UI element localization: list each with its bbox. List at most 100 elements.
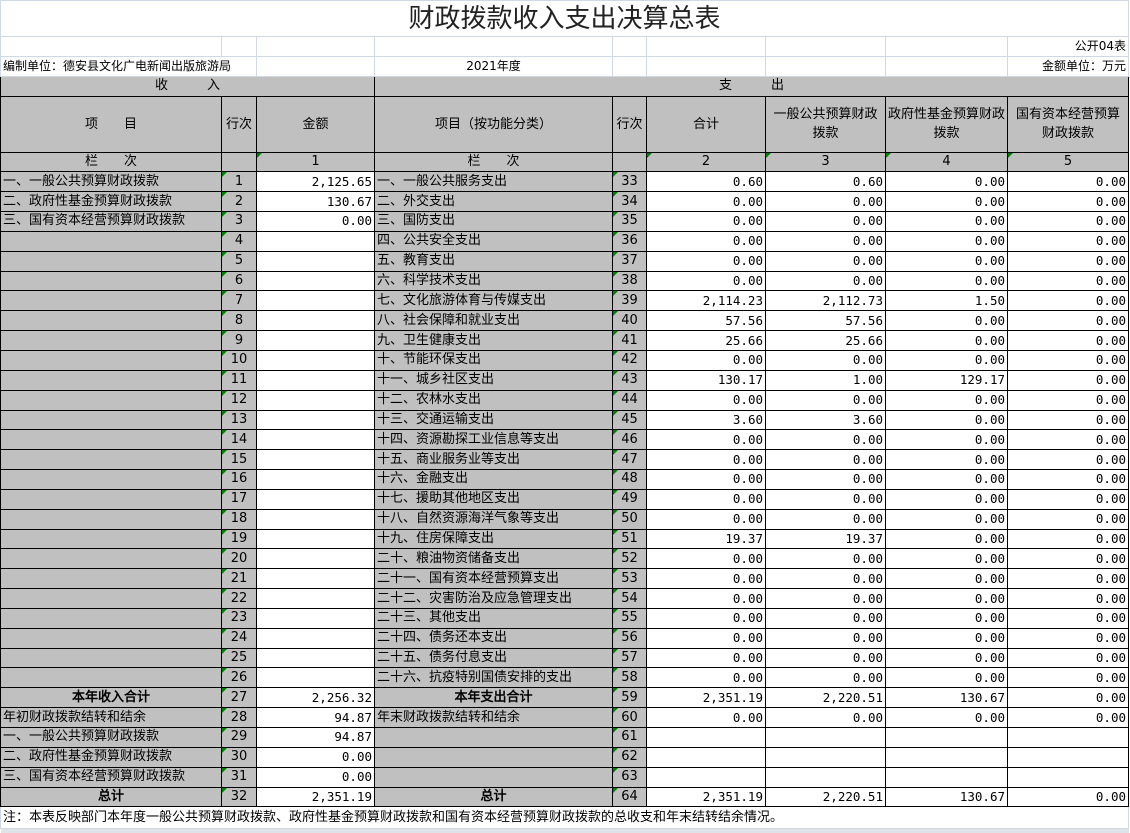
expense-total[interactable]: 0.00	[646, 588, 766, 609]
expense-state-capital[interactable]: 0.00	[1007, 429, 1129, 451]
income-item[interactable]	[0, 310, 222, 332]
expense-gov-fund[interactable]: 0.00	[885, 211, 1008, 232]
expense-item[interactable]	[374, 746, 613, 768]
expense-total[interactable]: 0.00	[646, 429, 766, 451]
expense-gov-fund[interactable]: 0.00	[885, 191, 1008, 213]
expense-gov-fund[interactable]: 0.00	[885, 647, 1008, 669]
expense-item[interactable]: 一、一般公共服务支出	[374, 171, 613, 193]
expense-item[interactable]	[374, 766, 613, 788]
expense-gov-fund[interactable]: 0.00	[885, 230, 1008, 252]
expense-item[interactable]: 二、外交支出	[374, 191, 613, 213]
income-item[interactable]	[0, 389, 222, 411]
income-amount[interactable]	[256, 250, 375, 272]
income-amount[interactable]: 0.00	[256, 211, 375, 232]
expense-gov-fund[interactable]	[885, 727, 1008, 748]
income-amount[interactable]	[256, 310, 375, 332]
expense-gov-fund[interactable]: 0.00	[885, 310, 1008, 332]
income-item[interactable]: 一、一般公共预算财政拨款	[0, 171, 222, 193]
expense-item[interactable]: 十三、交通运输支出	[374, 409, 613, 431]
expense-gov-fund[interactable]	[885, 766, 1008, 788]
expense-gov-fund[interactable]: 0.00	[885, 607, 1008, 629]
expense-gov-fund[interactable]: 0.00	[885, 528, 1008, 550]
expense-general-budget[interactable]: 0.00	[765, 607, 886, 629]
income-amount[interactable]	[256, 528, 375, 550]
income-item[interactable]	[0, 250, 222, 272]
expense-total[interactable]: 0.00	[646, 230, 766, 252]
expense-item[interactable]: 二十三、其他支出	[374, 607, 613, 629]
expense-general-budget[interactable]: 0.00	[765, 568, 886, 590]
expense-item[interactable]: 十九、住房保障支出	[374, 528, 613, 550]
income-item[interactable]: 一、一般公共预算财政拨款	[0, 727, 222, 748]
income-amount[interactable]	[256, 548, 375, 570]
expense-total[interactable]: 0.00	[646, 250, 766, 272]
income-item[interactable]: 二、政府性基金预算财政拨款	[0, 191, 222, 213]
expense-general-budget[interactable]: 19.37	[765, 528, 886, 550]
expense-general-budget[interactable]: 1.00	[765, 369, 886, 391]
expense-total[interactable]: 0.00	[646, 488, 766, 510]
expense-general-budget[interactable]: 0.00	[765, 250, 886, 272]
income-amount[interactable]	[256, 588, 375, 609]
expense-total[interactable]: 0.00	[646, 469, 766, 490]
expense-state-capital[interactable]: 0.00	[1007, 627, 1129, 649]
expense-state-capital[interactable]: 0.00	[1007, 409, 1129, 431]
expense-item[interactable]: 二十二、灾害防治及应急管理支出	[374, 588, 613, 609]
income-amount[interactable]: 2,125.65	[256, 171, 375, 193]
expense-general-budget[interactable]: 0.00	[765, 627, 886, 649]
income-amount[interactable]	[256, 647, 375, 669]
income-amount[interactable]: 94.87	[256, 727, 375, 748]
expense-item[interactable]: 二十六、抗疫特别国债安排的支出	[374, 667, 613, 689]
expense-item[interactable]: 十六、金融支出	[374, 469, 613, 490]
expense-total[interactable]: 25.66	[646, 330, 766, 351]
expense-state-capital[interactable]: 0.00	[1007, 687, 1129, 709]
expense-state-capital[interactable]: 0.00	[1007, 528, 1129, 550]
income-item[interactable]: 二、政府性基金预算财政拨款	[0, 746, 222, 768]
income-amount[interactable]: 0.00	[256, 746, 375, 768]
expense-item[interactable]: 本年支出合计	[374, 687, 613, 709]
expense-general-budget[interactable]: 0.00	[765, 389, 886, 411]
expense-state-capital[interactable]: 0.00	[1007, 389, 1129, 411]
income-amount[interactable]	[256, 349, 375, 371]
income-amount[interactable]	[256, 389, 375, 411]
expense-general-budget[interactable]: 0.00	[765, 270, 886, 292]
expense-gov-fund[interactable]: 0.00	[885, 429, 1008, 451]
expense-total[interactable]: 19.37	[646, 528, 766, 550]
income-item[interactable]: 三、国有资本经营预算财政拨款	[0, 211, 222, 232]
expense-gov-fund[interactable]: 0.00	[885, 469, 1008, 490]
expense-gov-fund[interactable]: 130.67	[885, 687, 1008, 709]
expense-item[interactable]: 二十、粮油物资储备支出	[374, 548, 613, 570]
expense-item[interactable]: 总计	[374, 786, 613, 808]
expense-general-budget[interactable]: 0.00	[765, 508, 886, 530]
expense-general-budget[interactable]: 0.00	[765, 667, 886, 689]
expense-item[interactable]: 十四、资源勘探工业信息等支出	[374, 429, 613, 451]
expense-state-capital[interactable]: 0.00	[1007, 211, 1129, 232]
expense-total[interactable]: 57.56	[646, 310, 766, 332]
expense-total[interactable]: 0.00	[646, 667, 766, 689]
expense-state-capital[interactable]: 0.00	[1007, 250, 1129, 272]
expense-total[interactable]: 0.00	[646, 548, 766, 570]
expense-state-capital[interactable]: 0.00	[1007, 488, 1129, 510]
expense-state-capital[interactable]: 0.00	[1007, 647, 1129, 669]
income-amount[interactable]	[256, 508, 375, 530]
expense-general-budget[interactable]: 0.60	[765, 171, 886, 193]
expense-state-capital[interactable]: 0.00	[1007, 469, 1129, 490]
expense-item[interactable]: 六、科学技术支出	[374, 270, 613, 292]
expense-gov-fund[interactable]: 0.00	[885, 508, 1008, 530]
income-item[interactable]	[0, 349, 222, 371]
expense-general-budget[interactable]: 0.00	[765, 429, 886, 451]
income-amount[interactable]: 130.67	[256, 191, 375, 213]
expense-item[interactable]: 十八、自然资源海洋气象等支出	[374, 508, 613, 530]
expense-state-capital[interactable]: 0.00	[1007, 667, 1129, 689]
expense-state-capital[interactable]: 0.00	[1007, 607, 1129, 629]
expense-gov-fund[interactable]: 0.00	[885, 449, 1008, 471]
expense-total[interactable]: 0.00	[646, 647, 766, 669]
expense-state-capital[interactable]: 0.00	[1007, 449, 1129, 471]
expense-general-budget[interactable]: 3.60	[765, 409, 886, 431]
expense-state-capital[interactable]	[1007, 766, 1129, 788]
expense-total[interactable]: 0.00	[646, 389, 766, 411]
income-amount[interactable]	[256, 270, 375, 292]
expense-general-budget[interactable]: 0.00	[765, 488, 886, 510]
income-item[interactable]	[0, 290, 222, 312]
income-item[interactable]	[0, 548, 222, 570]
income-amount[interactable]	[256, 469, 375, 490]
expense-item[interactable]: 七、文化旅游体育与传媒支出	[374, 290, 613, 312]
